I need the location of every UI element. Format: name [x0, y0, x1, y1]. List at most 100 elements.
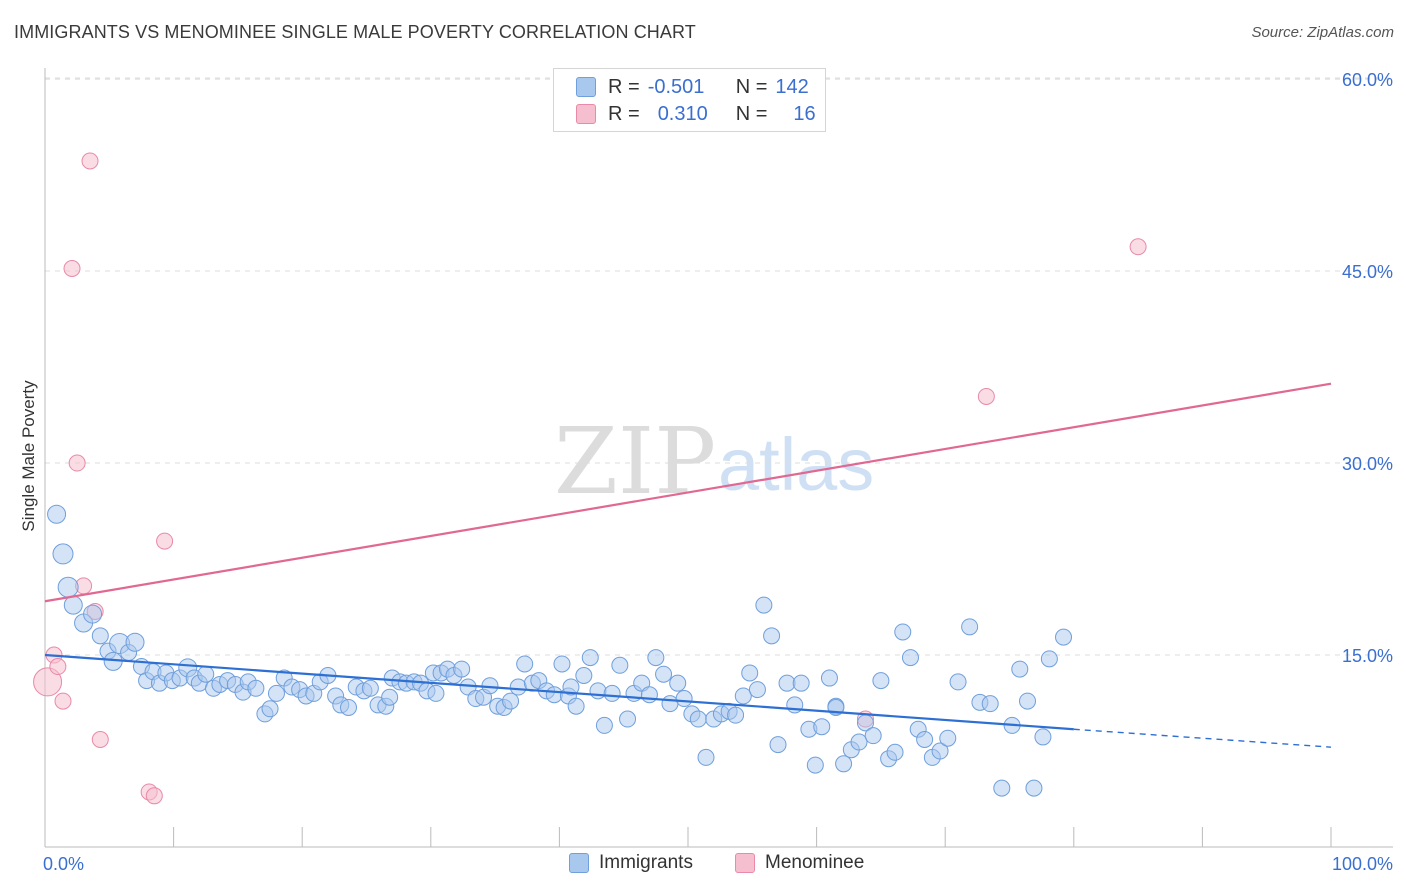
immigrants-point [581, 649, 599, 667]
menominee-point [156, 532, 174, 550]
y-tick-label: 30.0% [1342, 454, 1393, 474]
immigrants-point [595, 716, 613, 734]
menominee-point [68, 454, 86, 472]
immigrants-point [1034, 728, 1052, 746]
immigrants-point [125, 632, 145, 652]
immigrants-point [47, 504, 67, 524]
immigrants-point [894, 623, 912, 641]
immigrants-point [575, 666, 593, 684]
immigrants-trend-extension [1073, 728, 1332, 748]
immigrants-point [603, 684, 621, 702]
immigrants-point [1055, 628, 1073, 646]
y-tick-label: 60.0% [1342, 70, 1393, 90]
immigrants-point [850, 733, 868, 751]
immigrants-point [872, 672, 890, 690]
immigrants-point [778, 674, 796, 692]
correlation-legend: R = -0.501 N = 142 R = 0.310 N = 16 [553, 68, 826, 132]
immigrants-point [655, 665, 673, 683]
x-tick-label: 100.0% [1332, 854, 1393, 874]
immigrants-point [611, 656, 629, 674]
immigrants-point [886, 743, 904, 761]
tick-labels: 15.0% 30.0% 45.0% 60.0% 0.0% 100.0% [43, 70, 1393, 874]
immigrants-point [675, 690, 693, 708]
immigrants-swatch [576, 77, 596, 97]
immigrants-point [1040, 650, 1058, 668]
immigrants-point [589, 682, 607, 700]
menominee-point [63, 260, 81, 278]
watermark-zip: ZIP [554, 408, 716, 515]
immigrants-point [669, 674, 687, 692]
immigrants-point [247, 679, 265, 697]
immigrants-point [640, 686, 658, 704]
legend-row-menominee: R = 0.310 N = 16 [576, 102, 816, 126]
immigrants-point [1019, 692, 1037, 710]
immigrants-point [939, 729, 957, 747]
immigrants-point [813, 718, 831, 736]
immigrants-point [381, 688, 399, 706]
immigrants-point [647, 649, 665, 667]
n-label: N = [735, 102, 768, 125]
immigrants-point [748, 681, 766, 699]
n-label: N = [735, 75, 768, 98]
legend-label-immigrants: Immigrants [599, 852, 693, 873]
immigrants-point [949, 673, 967, 691]
immigrants-point [734, 687, 752, 705]
immigrants-point [806, 756, 824, 774]
immigrants-point [993, 779, 1011, 797]
immigrants-point [901, 649, 919, 667]
legend-item-menominee: Menominee [735, 852, 864, 874]
immigrants-point [57, 576, 79, 598]
y-tick-label: 45.0% [1342, 262, 1393, 282]
immigrants-point [453, 660, 471, 678]
trend-lines [44, 382, 1332, 748]
menominee-point [49, 658, 67, 676]
r-label: R = [608, 102, 640, 125]
menominee-point [977, 387, 995, 405]
immigrants-point [339, 698, 357, 716]
immigrants-point [981, 695, 999, 713]
immigrants-point [502, 692, 520, 710]
legend-label-menominee: Menominee [765, 852, 865, 873]
y-axis-label: Single Male Poverty [19, 380, 38, 532]
immigrants-point [661, 695, 679, 713]
immigrants-point [763, 627, 781, 645]
axes [44, 68, 1393, 848]
immigrants-point [261, 700, 279, 718]
immigrants-point [835, 755, 853, 773]
immigrants-swatch [569, 853, 589, 873]
menominee-swatch [576, 104, 596, 124]
immigrants-point [689, 710, 707, 728]
menominee-point [81, 152, 99, 170]
immigrants-point [361, 679, 379, 697]
immigrants-point [755, 596, 773, 614]
immigrants-point [545, 686, 563, 704]
immigrants-point [931, 742, 949, 760]
immigrants-point [267, 684, 285, 702]
immigrants-point [1025, 779, 1043, 797]
immigrants-point [52, 543, 74, 565]
immigrants-point [63, 595, 83, 615]
immigrants-point [916, 730, 934, 748]
immigrants-point [741, 664, 759, 682]
immigrants-point [820, 669, 838, 687]
immigrants-points [47, 504, 1073, 797]
immigrants-point [619, 710, 637, 728]
n-value: 142 [775, 75, 809, 98]
chart-title: IMMIGRANTS VS MENOMINEE SINGLE MALE POVE… [14, 22, 696, 42]
immigrants-point [562, 678, 580, 696]
immigrants-point [727, 706, 745, 724]
menominee-point [33, 667, 63, 697]
immigrants-point [553, 655, 571, 673]
immigrants-point [516, 655, 534, 673]
r-label: R = [608, 75, 640, 98]
watermark: ZIP atlas [554, 408, 874, 515]
y-tick-label: 15.0% [1342, 646, 1393, 666]
immigrants-point [91, 627, 109, 645]
immigrants-trend-line [44, 653, 1074, 731]
r-value: 0.310 [657, 102, 708, 125]
menominee-point [1129, 238, 1147, 256]
menominee-swatch [735, 853, 755, 873]
menominee-trend-line [44, 382, 1332, 603]
immigrants-point [864, 727, 882, 745]
